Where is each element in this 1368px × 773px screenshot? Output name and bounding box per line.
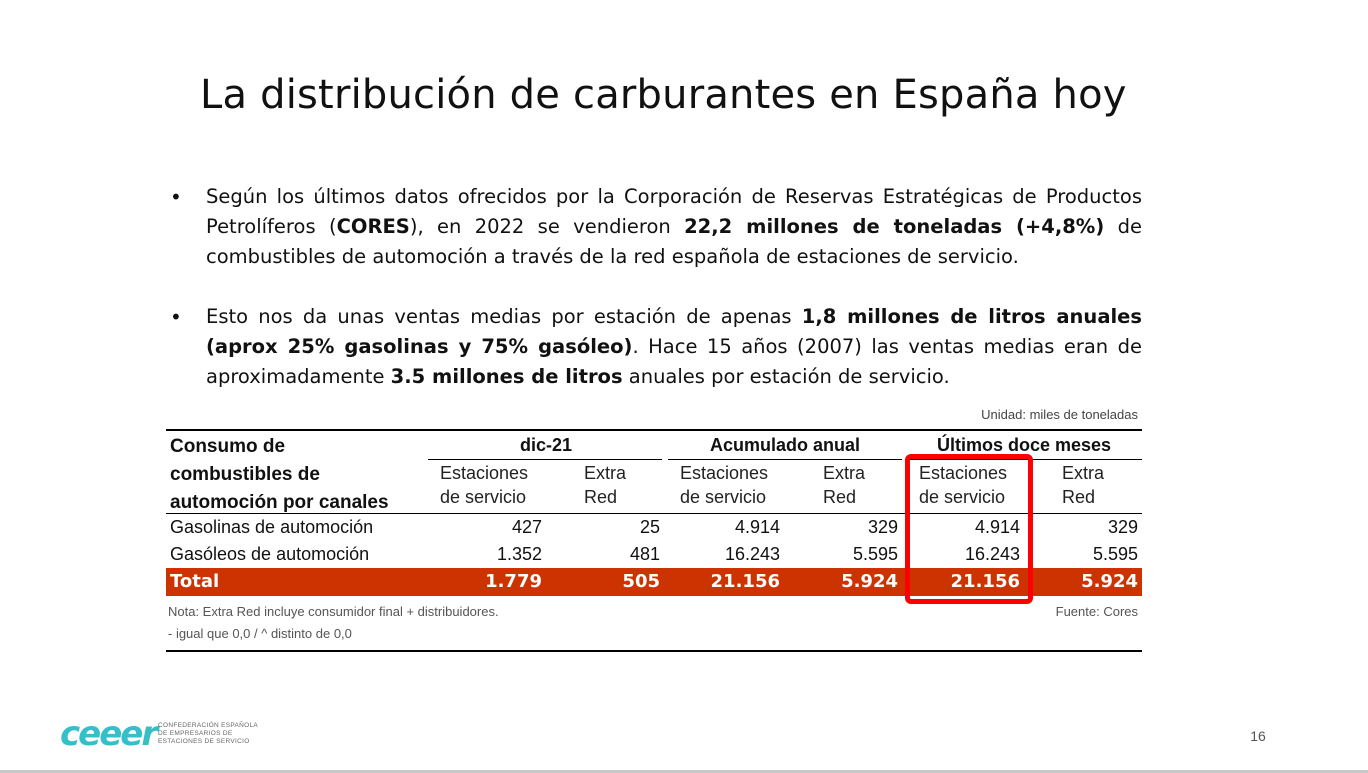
- group-header-acumulado: Acumulado anual: [709, 435, 861, 455]
- total-value: 1.779: [485, 571, 542, 592]
- group-underline: [428, 459, 662, 460]
- bullet-2-part-5: anuales por estación de servicio.: [622, 365, 950, 388]
- subheader-er-2: Extra Red: [823, 461, 865, 509]
- cell-value: 1.352: [496, 544, 542, 564]
- group-underline: [908, 459, 1142, 460]
- row-header-line-2: combustibles de: [170, 464, 320, 485]
- highlight-box: [905, 454, 1033, 604]
- bullet-1-part-1: Según los últimos datos ofrecidos por la…: [206, 185, 1142, 238]
- bullet-2-part-2: 1,8 millones de litros anuales (aprox 25…: [206, 305, 1142, 358]
- total-value: 21.156: [950, 571, 1020, 592]
- bullet-item-2: • Esto nos da unas ventas medias por est…: [170, 302, 1142, 388]
- subheader-line: de servicio: [680, 487, 767, 507]
- total-value: 505: [622, 571, 660, 592]
- row-header-line-3: automoción por canales: [170, 492, 389, 513]
- subheader-line: Estaciones: [919, 463, 1008, 483]
- subheader-line: Red: [823, 487, 857, 507]
- bullet-1-part-2: CORES: [336, 215, 410, 238]
- cell-value: 5.595: [1092, 544, 1138, 564]
- row-header-line-1: Consumo de: [170, 436, 286, 457]
- cell-value: 329: [867, 517, 898, 537]
- subheader-line: Extra: [584, 463, 627, 483]
- cell-value: 16.243: [964, 544, 1020, 564]
- subheader-line: de servicio: [919, 487, 1006, 507]
- subheader-es-3: Estaciones de servicio: [919, 461, 1007, 509]
- subheader-es-2: Estaciones de servicio: [680, 461, 768, 509]
- bullet-list: • Según los últimos datos ofrecidos por …: [170, 182, 1142, 388]
- ceeer-logo: ceeer CONFEDERACIÓN ESPAÑOLA DE EMPRESARI…: [60, 716, 260, 756]
- bottom-rule: [0, 770, 1368, 773]
- logo-org-line: ESTACIONES DE SERVICIO: [158, 738, 250, 745]
- subheader-line: Red: [1062, 487, 1096, 507]
- cell-value: 25: [639, 517, 660, 537]
- table-row-total: Total 1.779 505 21.156 5.924 21.156 5.92…: [166, 568, 1142, 596]
- row-label: Gasóleos de automoción: [170, 544, 370, 564]
- cell-value: 4.914: [974, 517, 1020, 537]
- cell-value: 481: [629, 544, 660, 564]
- bullet-1-part-4: 22,2 millones de toneladas (+4,8%): [684, 215, 1105, 238]
- total-value: 21.156: [710, 571, 780, 592]
- subheader-line: Extra: [1062, 463, 1105, 483]
- subheader-line: Red: [584, 487, 618, 507]
- bullet-dot-icon: •: [170, 185, 182, 209]
- subheader-er-3: Extra Red: [1062, 461, 1104, 509]
- table-source: Fuente: Cores: [1055, 604, 1138, 619]
- bullet-1-part-5: de combustibles de automoción a través d…: [206, 215, 1142, 268]
- group-header-ultimos: Últimos doce meses: [936, 435, 1112, 455]
- table-note-2: - igual que 0,0 / ^ distinto de 0,0: [168, 626, 352, 641]
- cell-value: 5.595: [852, 544, 898, 564]
- logo-org-line: DE EMPRESARIOS DE: [158, 730, 233, 737]
- row-label: Gasolinas de automoción: [170, 517, 374, 537]
- subheader-line: Estaciones: [440, 463, 529, 483]
- table-unit: Unidad: miles de toneladas: [981, 407, 1138, 422]
- logo-org-name: CONFEDERACIÓN ESPAÑOLA DE EMPRESARIOS DE E…: [158, 722, 258, 746]
- subheader-es-1: Estaciones de servicio: [440, 461, 528, 509]
- page-number: 16: [1250, 728, 1266, 744]
- cell-value: 329: [1107, 517, 1138, 537]
- header-separator: [166, 513, 1142, 514]
- subheader-line: Extra: [823, 463, 866, 483]
- bullet-text-2: Esto nos da unas ventas medias por estac…: [206, 302, 1142, 388]
- bullet-2-part-4: 3.5 millones de litros: [390, 365, 623, 388]
- total-value: 5.924: [841, 571, 898, 592]
- logo-wordmark: ceeer: [60, 714, 158, 754]
- group-underline: [668, 459, 902, 460]
- bullet-2-part-1: Esto nos da unas ventas medias por estac…: [206, 305, 802, 328]
- logo-org-line: CONFEDERACIÓN ESPAÑOLA: [158, 722, 259, 729]
- bullet-item-1: • Según los últimos datos ofrecidos por …: [170, 182, 1142, 272]
- group-header-dic-21: dic-21: [519, 435, 573, 455]
- bullet-text-1: Según los últimos datos ofrecidos por la…: [206, 182, 1142, 272]
- cell-value: 427: [511, 517, 542, 537]
- cell-value: 4.914: [734, 517, 780, 537]
- total-label: Total: [170, 571, 220, 592]
- subheader-line: Estaciones: [680, 463, 769, 483]
- table-note-1: Nota: Extra Red incluye consumidor final…: [168, 604, 499, 619]
- bullet-dot-icon: •: [170, 305, 182, 329]
- bullet-2-part-3: . Hace 15 años (2007) las ventas medias …: [206, 335, 1142, 388]
- slide-title: La distribución de carburantes en España…: [200, 72, 1127, 118]
- consumption-table: Consumo de combustibles de automoción po…: [166, 429, 1142, 650]
- bullet-1-part-3: ), en 2022 se vendieron: [409, 215, 685, 238]
- table-bottom-rule: [166, 650, 1142, 652]
- subheader-er-1: Extra Red: [584, 461, 626, 509]
- row-header-label: Consumo de combustibles de automoción po…: [170, 433, 389, 517]
- total-value: 5.924: [1081, 571, 1138, 592]
- subheader-line: de servicio: [440, 487, 527, 507]
- cell-value: 16.243: [724, 544, 780, 564]
- table-top-rule: [166, 429, 1142, 431]
